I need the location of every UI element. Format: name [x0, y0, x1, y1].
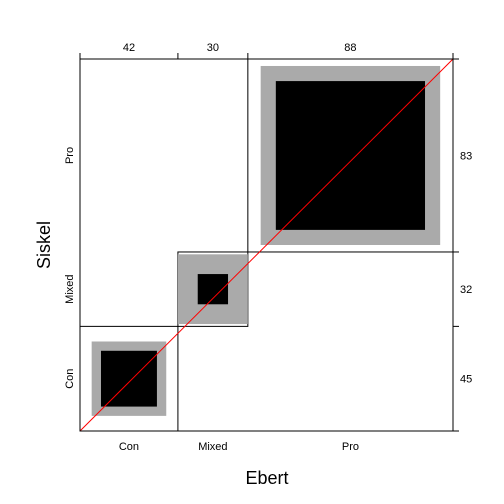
x-tick-label-con: Con [119, 441, 139, 453]
exact-agreement-mixed [197, 274, 229, 305]
x-axis-title: Ebert [245, 468, 288, 488]
exact-agreement-pro [275, 81, 426, 230]
right-total-label-mixed: 32 [460, 284, 472, 296]
top-total-label-con: 42 [123, 42, 135, 54]
right-total-label-con: 45 [460, 374, 472, 386]
chart-marks [79, 58, 454, 432]
y-tick-label-con: Con [64, 369, 76, 389]
x-tick-label-pro: Pro [342, 441, 359, 453]
y-tick-label-pro: Pro [64, 147, 76, 164]
top-total-label-pro: 88 [344, 42, 356, 54]
y-tick-label-mixed: Mixed [64, 275, 76, 304]
exact-agreement-con [100, 350, 157, 407]
chart-axes: Con Mixed Pro 42 30 88 Con Mixed Pro 45 32 83 [64, 42, 472, 453]
right-total-label-pro: 83 [460, 150, 472, 162]
top-total-label-mixed: 30 [207, 42, 219, 54]
x-tick-label-mixed: Mixed [198, 441, 227, 453]
y-axis-title: Siskel [34, 221, 54, 269]
diagonal-line [79, 58, 454, 432]
